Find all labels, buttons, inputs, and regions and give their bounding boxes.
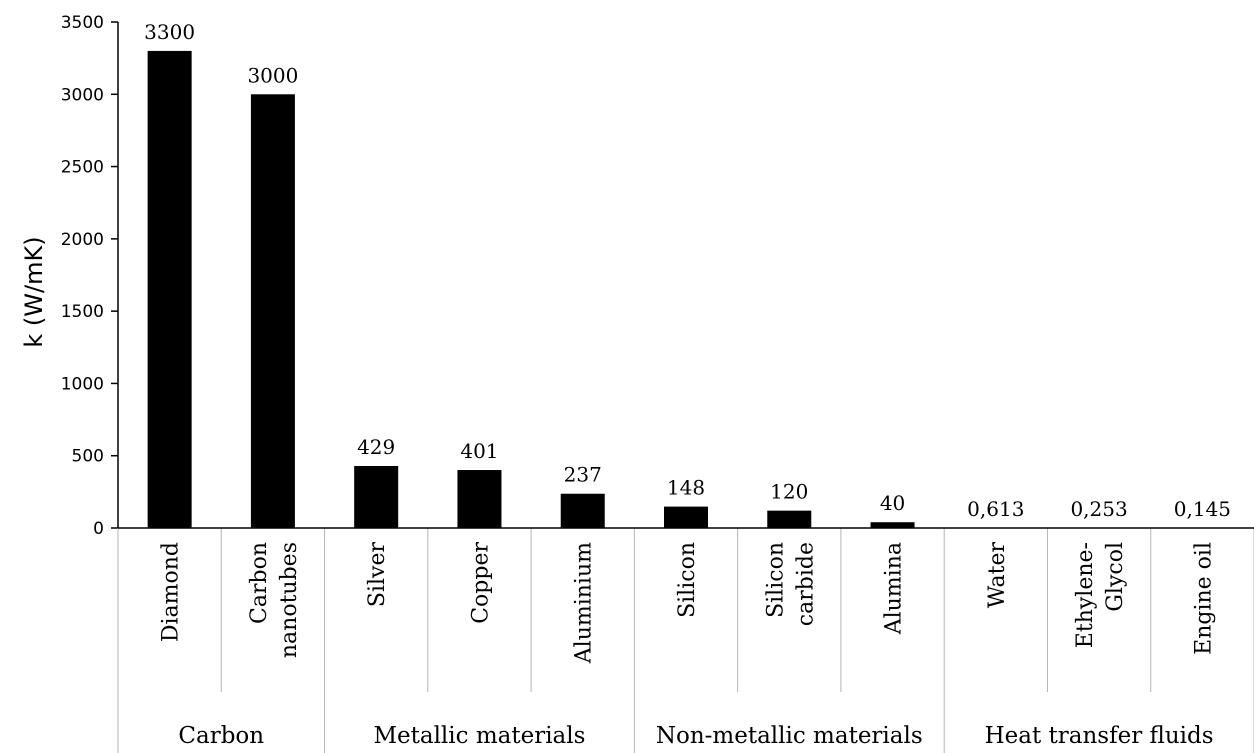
data-label: 40 xyxy=(880,491,905,515)
bar xyxy=(147,50,192,529)
y-tick-label: 3500 xyxy=(61,13,104,33)
bar xyxy=(664,506,708,528)
group-label: Carbon xyxy=(178,723,264,749)
category-labels: Diamond Carbon nanotubes Silver Copper Alumin… xyxy=(159,542,1217,665)
group-label: Non-metallic materials xyxy=(656,723,923,749)
category-label: Aluminium xyxy=(572,542,597,664)
data-label: 0,613 xyxy=(967,497,1024,521)
y-tick-label: 1500 xyxy=(61,302,104,322)
data-label: 237 xyxy=(564,463,602,487)
group-label: Heat transfer fluids xyxy=(985,723,1214,749)
category-label-line: Diamond xyxy=(159,542,184,642)
data-label: 148 xyxy=(667,476,705,500)
y-tick-label: 2000 xyxy=(61,230,104,250)
data-label: 429 xyxy=(357,435,395,459)
category-label-line: Silver xyxy=(365,542,390,608)
bar xyxy=(560,493,605,528)
category-label: Water xyxy=(985,542,1010,609)
category-label: Copper xyxy=(468,542,493,624)
category-label-line: Copper xyxy=(468,542,493,624)
data-label: 3000 xyxy=(247,63,298,87)
category-label-line: Carbon xyxy=(247,542,272,624)
data-label: 120 xyxy=(770,480,808,504)
category-label: Ethylene- Glycol xyxy=(1073,542,1128,648)
bar xyxy=(457,470,502,528)
data-label: 0,253 xyxy=(1070,497,1127,521)
category-label-line: Ethylene- xyxy=(1073,542,1098,648)
y-axis-ticks: 0 500 1000 1500 2000 2500 3000 3500 xyxy=(61,13,118,539)
bar xyxy=(767,510,812,528)
data-labels: 3300 3000 429 401 237 148 120 40 0,613 0,253 0,145 xyxy=(144,20,1231,521)
bar xyxy=(870,522,915,528)
category-label-line: Silicon xyxy=(675,542,700,618)
y-tick-label: 500 xyxy=(72,447,104,467)
data-label: 401 xyxy=(460,439,498,463)
data-label: 0,145 xyxy=(1174,497,1231,521)
bars xyxy=(147,50,1225,529)
category-label-line: Engine oil xyxy=(1191,542,1216,655)
category-label: Silver xyxy=(365,542,390,608)
category-label-line: Alumina xyxy=(882,542,907,635)
category-label-line: Silicon xyxy=(763,542,788,618)
category-label: Carbon nanotubes xyxy=(247,542,302,658)
category-label-line: Glycol xyxy=(1103,542,1128,612)
y-tick-label: 1000 xyxy=(61,374,104,394)
category-label: Silicon xyxy=(675,542,700,618)
category-label: Alumina xyxy=(882,542,907,635)
y-axis-label: k (W/mK) xyxy=(20,236,48,347)
category-label-line: Aluminium xyxy=(572,542,597,664)
category-label: Diamond xyxy=(159,542,184,642)
category-label-line: carbide xyxy=(793,542,818,626)
data-label: 3300 xyxy=(144,20,195,44)
y-tick-label: 2500 xyxy=(61,158,104,178)
category-separators xyxy=(117,528,1254,753)
bar xyxy=(354,465,399,528)
category-label: Engine oil xyxy=(1191,542,1216,655)
bar xyxy=(250,94,295,529)
category-label: Silicon carbide xyxy=(763,542,818,626)
y-tick-label: 0 xyxy=(93,519,104,539)
group-labels: Carbon Metallic materials Non-metallic mat… xyxy=(178,723,1213,749)
category-label-line: Water xyxy=(985,542,1010,609)
category-label-line: nanotubes xyxy=(277,542,302,658)
group-label: Metallic materials xyxy=(373,723,585,749)
y-tick-label: 3000 xyxy=(61,85,104,105)
